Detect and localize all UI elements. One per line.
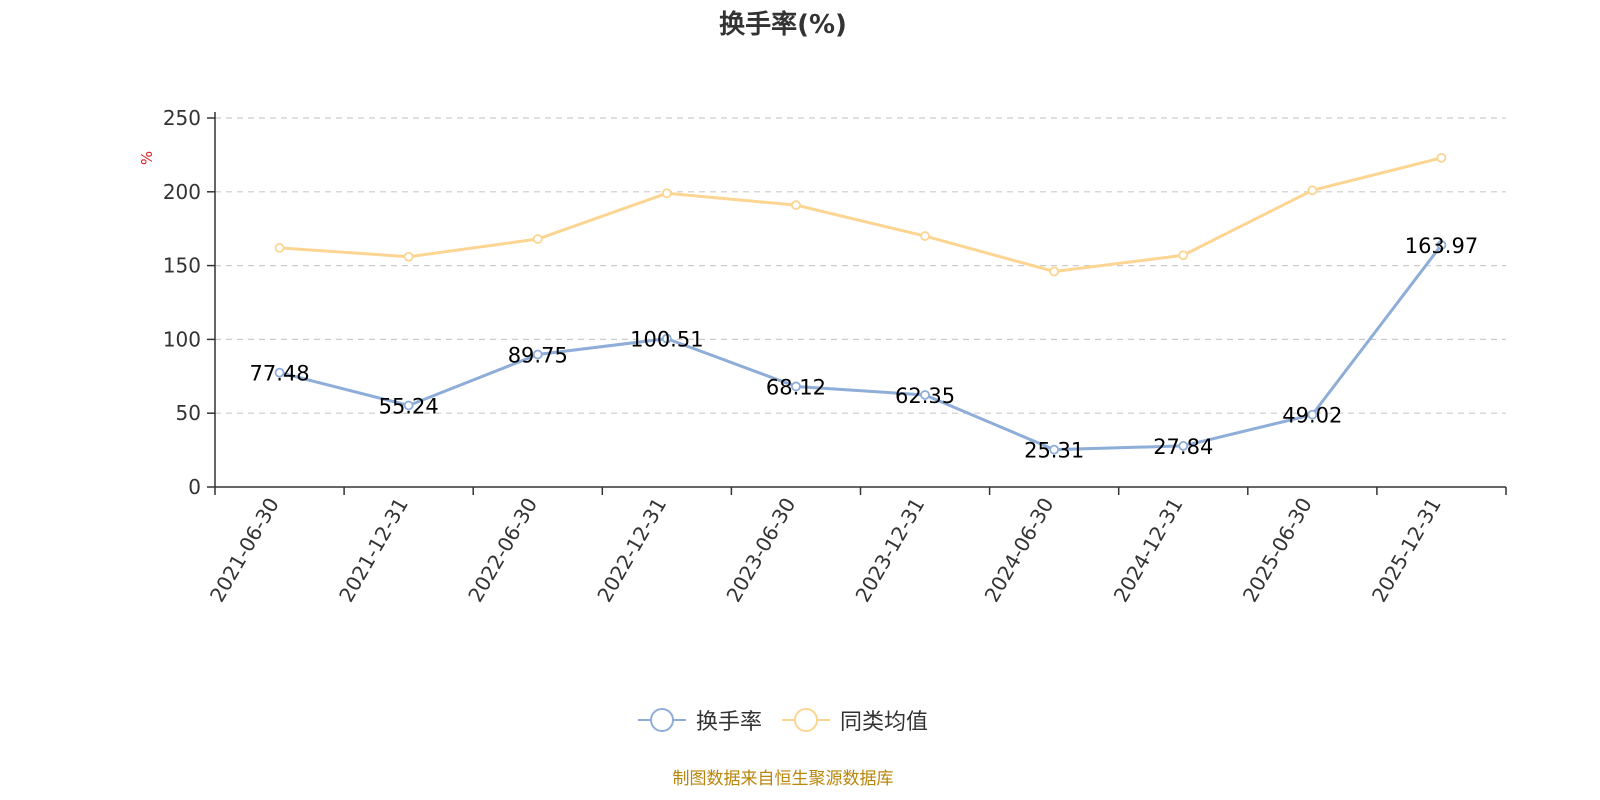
data-point — [1436, 240, 1447, 250]
x-tick-label: 2025-06-30 — [1238, 494, 1317, 607]
data-point — [1049, 266, 1060, 277]
legend-item-peer-average[interactable]: 同类均值 — [782, 704, 928, 736]
x-tick-label: 2022-12-31 — [592, 494, 671, 607]
x-tick-label: 2021-12-31 — [334, 494, 413, 607]
data-point — [920, 390, 930, 400]
y-axis-unit-label: % — [138, 151, 156, 165]
data-point — [791, 381, 801, 392]
data-label: 89.75 — [508, 344, 568, 368]
data-point — [920, 231, 930, 241]
legend-marker-icon — [782, 707, 830, 733]
y-tick-label: 200 — [163, 180, 201, 204]
y-tick-label: 0 — [188, 475, 201, 499]
data-point — [1307, 185, 1318, 196]
data-label: 62.35 — [895, 384, 955, 408]
x-tick-label: 2024-06-30 — [980, 494, 1059, 607]
x-tick-label: 2025-12-31 — [1367, 494, 1446, 607]
series-line — [278, 243, 1443, 452]
axes: 0 50 100 150 200 250% 2021-06-30 2021-12-31 2022… — [138, 106, 1507, 607]
data-source-note: 制图数据来自恒生聚源数据库 — [672, 769, 894, 789]
legend: 换手率 同类均值 — [0, 704, 1566, 736]
data-label: 77.48 — [249, 362, 309, 386]
data-label: 55.24 — [379, 394, 439, 418]
data-label: 49.02 — [1282, 404, 1342, 428]
data-label: 25.31 — [1024, 439, 1084, 463]
data-point — [1436, 152, 1447, 163]
series-line — [278, 156, 1443, 274]
data-point — [274, 242, 285, 253]
chart-title: 换手率(%) — [719, 10, 847, 40]
legend-item-turnover[interactable]: 换手率 — [637, 704, 762, 736]
x-tick-label: 2023-06-30 — [721, 494, 800, 607]
data-point — [403, 400, 414, 411]
data-labels: 77.48 55.24 89.75 100.51 68.12 62.35 25.31 27.8… — [249, 234, 1478, 463]
data-label: 27.84 — [1153, 435, 1213, 459]
data-label: 68.12 — [766, 375, 826, 399]
data-label: 100.51 — [630, 328, 703, 352]
y-tick-label: 150 — [163, 254, 201, 278]
series-lines — [274, 152, 1447, 455]
data-point — [661, 333, 672, 344]
data-point — [1178, 441, 1189, 451]
data-point — [1178, 250, 1189, 261]
data-point — [403, 251, 414, 262]
data-point — [661, 188, 672, 199]
data-point — [791, 200, 801, 210]
data-point — [532, 349, 543, 360]
y-tick-label: 100 — [163, 327, 201, 351]
data-label: 163.97 — [1405, 234, 1478, 258]
x-tick-label: 2022-06-30 — [463, 494, 542, 607]
legend-label: 换手率 — [695, 710, 762, 735]
x-tick-label: 2024-12-31 — [1109, 494, 1188, 607]
legend-label: 同类均值 — [840, 710, 929, 735]
x-tick-label: 2021-06-30 — [205, 494, 284, 607]
data-point — [274, 367, 285, 378]
data-point — [532, 234, 543, 244]
data-point — [1307, 409, 1318, 420]
data-point — [1049, 444, 1060, 455]
y-tick-label: 50 — [176, 401, 201, 425]
grid-lines — [215, 117, 1506, 414]
legend-marker-icon — [637, 707, 686, 733]
y-tick-label: 250 — [163, 106, 201, 130]
x-tick-label: 2023-12-31 — [850, 494, 929, 607]
